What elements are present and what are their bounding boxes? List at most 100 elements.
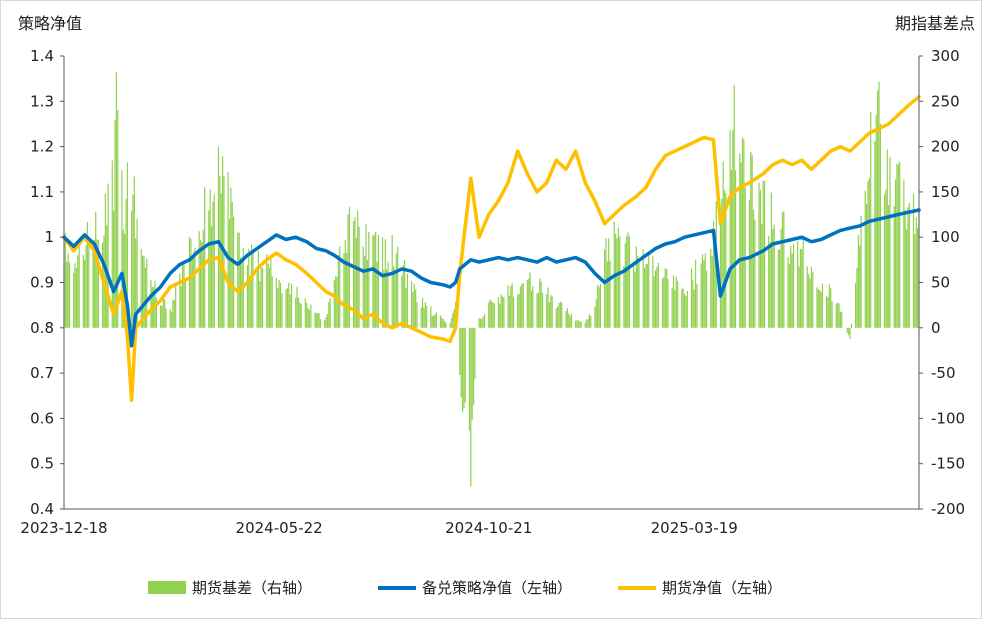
basis-bar	[362, 246, 364, 328]
basis-bar	[463, 327, 465, 409]
basis-bar	[295, 297, 297, 328]
basis-bar	[666, 268, 668, 328]
basis-bar	[279, 282, 282, 328]
basis-bar	[314, 312, 316, 328]
basis-bar	[634, 271, 636, 328]
basis-bar	[893, 206, 895, 328]
basis-bar	[430, 306, 432, 328]
basis-bar	[317, 312, 319, 328]
basis-bar	[828, 284, 830, 328]
basis-bar	[539, 278, 541, 328]
basis-bar	[777, 249, 779, 328]
basis-bar	[431, 315, 433, 328]
basis-bar	[586, 319, 588, 328]
basis-bar	[857, 235, 859, 328]
basis-bar	[231, 201, 233, 328]
basis-bar	[335, 276, 337, 328]
basis-bar	[307, 307, 309, 328]
basis-bar	[809, 278, 811, 328]
basis-bar	[96, 239, 98, 328]
basis-bar	[894, 179, 897, 328]
basis-bar	[743, 139, 745, 328]
basis-bar	[285, 289, 287, 328]
basis-bar	[667, 279, 669, 328]
basis-bar	[190, 239, 192, 328]
left-tick-label: 0.5	[30, 455, 54, 473]
basis-bar	[113, 210, 115, 328]
basis-bar	[725, 193, 727, 328]
basis-bar	[435, 312, 437, 328]
basis-bar	[82, 254, 84, 328]
basis-bar	[228, 219, 231, 328]
basis-bar	[432, 315, 435, 328]
basis-bar	[133, 176, 135, 328]
basis-bar	[671, 287, 673, 328]
basis-bar	[252, 249, 254, 328]
basis-bar	[191, 258, 193, 328]
basis-bar	[68, 262, 71, 328]
basis-bar	[439, 315, 442, 328]
basis-bar	[827, 297, 829, 328]
basis-bar	[557, 306, 559, 328]
basis-bar	[241, 259, 243, 328]
basis-bar	[752, 209, 755, 328]
basis-bar	[444, 321, 446, 328]
basis-bar	[599, 283, 602, 328]
legend: 期货基差（右轴） 备兑策略净值（左轴） 期货净值（左轴）	[148, 579, 782, 597]
basis-bar	[212, 201, 214, 328]
basis-bar	[219, 175, 221, 328]
basis-bar	[179, 273, 181, 328]
legend-label-covered-call: 备兑策略净值（左轴）	[422, 579, 572, 597]
basis-bar	[267, 263, 269, 328]
basis-bar	[201, 242, 203, 328]
basis-bar	[576, 320, 578, 328]
left-tick-label: 1.3	[30, 92, 54, 110]
x-tick-label: 2024-05-22	[236, 519, 323, 537]
basis-bar	[239, 257, 242, 328]
basis-bar	[711, 255, 713, 328]
basis-bar	[497, 297, 499, 328]
basis-bar	[424, 301, 426, 328]
basis-bar	[260, 267, 262, 328]
basis-bar	[460, 327, 462, 398]
basis-bar	[645, 264, 647, 328]
basis-bar	[860, 216, 862, 328]
basis-bar	[484, 314, 486, 328]
basis-bar	[268, 267, 271, 328]
basis-bar	[489, 299, 491, 328]
basis-bar	[140, 248, 142, 328]
basis-bar	[155, 297, 157, 328]
basis-bar	[472, 327, 475, 406]
basis-bar	[797, 241, 799, 328]
basis-bar	[692, 280, 694, 328]
basis-bar	[792, 243, 795, 328]
basis-bar	[208, 210, 210, 328]
basis-bar	[868, 178, 870, 328]
basis-bar	[481, 318, 483, 328]
basis-bar	[329, 297, 331, 328]
basis-bar	[624, 243, 626, 328]
basis-bar	[594, 306, 596, 328]
basis-bar	[730, 169, 733, 328]
basis-bar	[328, 302, 330, 328]
basis-bar	[810, 266, 813, 328]
basis-bar	[159, 305, 162, 328]
basis-bar	[864, 190, 866, 328]
legend-label-basis: 期货基差（右轴）	[192, 579, 312, 597]
nav-lines	[62, 95, 921, 403]
basis-bar	[135, 238, 137, 328]
right-tick-label: -50	[931, 364, 956, 382]
basis-bar	[146, 258, 148, 328]
basis-bar	[838, 303, 840, 328]
basis-bar	[199, 240, 202, 328]
basis-bar	[664, 268, 666, 328]
basis-bar	[395, 253, 397, 328]
basis-bar	[874, 141, 876, 328]
basis-bar	[420, 307, 422, 328]
basis-bar	[812, 271, 814, 328]
basis-bar	[896, 163, 898, 328]
left-tick-label: 0.4	[30, 500, 54, 518]
basis-bar	[402, 265, 404, 328]
basis-bar	[598, 287, 600, 328]
basis-bar	[722, 161, 724, 328]
